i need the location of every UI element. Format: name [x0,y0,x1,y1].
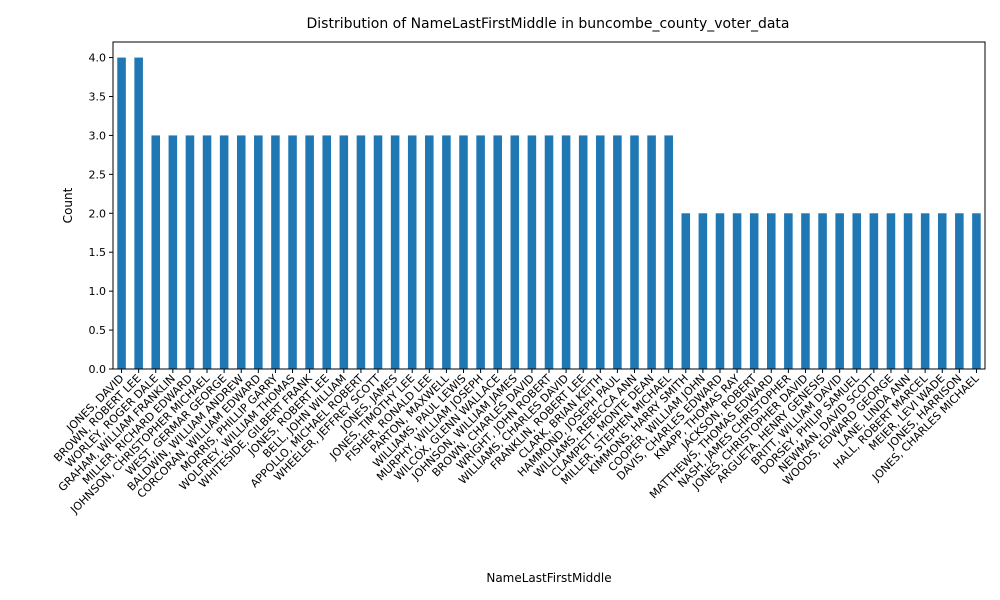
y-axis: 0.0 0.5 1.0 1.5 2.0 2.5 3.0 3.5 4.0 [89,52,113,376]
y-tick-label: 1.5 [89,246,107,259]
y-tick-label: 3.5 [89,91,107,104]
bar [767,213,776,369]
bar [869,213,879,369]
bar [561,135,571,369]
bar [493,135,502,369]
bar [681,213,691,369]
bar [613,135,622,369]
bar [664,135,673,369]
bar [202,135,212,369]
bar [168,135,178,369]
bar [749,213,759,369]
bar [698,213,708,369]
bar [134,57,143,369]
bar [937,213,947,369]
bar [835,213,844,369]
bar [886,213,896,369]
y-tick-label: 0.0 [89,363,107,376]
y-tick-label: 2.0 [89,207,107,220]
bar [596,135,605,369]
bar [801,213,810,369]
bar [442,135,451,369]
bars-group [117,57,981,369]
bar [390,135,400,369]
chart-title: Distribution of NameLastFirstMiddle in b… [307,16,790,32]
bar [271,135,280,369]
bar [510,135,520,369]
y-tick-label: 1.0 [89,285,107,298]
bar [527,135,537,369]
bar [903,213,913,369]
bar [254,135,263,369]
bar [732,213,742,369]
bar [322,135,331,369]
bar [476,135,485,369]
bar [630,135,639,369]
bar [356,135,366,369]
bar [544,135,554,369]
bar [425,135,434,369]
bar [715,213,725,369]
bar [920,213,930,369]
bar [373,135,383,369]
x-axis-title: NameLastFirstMiddle [486,571,611,585]
y-tick-label: 4.0 [89,52,107,65]
y-tick-label: 3.0 [89,129,107,142]
bar [784,213,793,369]
bar [185,135,195,369]
bar [288,135,297,369]
bar [407,135,417,369]
bar [305,135,314,369]
bar [578,135,588,369]
bar [647,135,656,369]
bar [339,135,349,369]
y-axis-title: Count [61,187,75,223]
bar [236,135,246,369]
bar [219,135,229,369]
plot-frame [112,41,986,370]
bar [852,213,862,369]
y-tick-label: 0.5 [89,324,107,337]
bar [955,213,964,369]
bar [459,135,468,369]
bar [818,213,827,369]
bar [972,213,981,369]
bar [117,57,126,369]
bar [151,135,161,369]
y-tick-label: 2.5 [89,168,107,181]
